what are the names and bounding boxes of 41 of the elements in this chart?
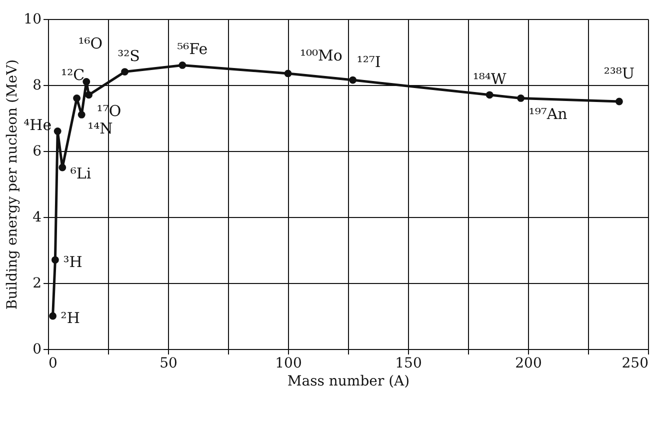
point: [178, 62, 186, 69]
point: [349, 76, 357, 84]
y-tick-label: 8: [32, 78, 42, 94]
annotation: ¹²C: [61, 66, 85, 84]
annotation: ¹²⁷I: [356, 53, 381, 72]
x-tick-label: 150: [395, 356, 422, 372]
point: [85, 91, 93, 99]
annotation: ³²S: [118, 46, 140, 65]
annotation: ¹⁸⁴W: [472, 70, 507, 88]
annotation: ¹⁶O: [78, 34, 103, 53]
point: [486, 91, 494, 99]
y-tick-label: 6: [32, 144, 42, 160]
annotation: ¹⁰⁰Mo: [300, 46, 342, 64]
x-tick-label: 0: [48, 356, 58, 372]
y-tick-label: 4: [32, 210, 42, 226]
y-tick-label: 10: [24, 12, 42, 28]
y-tick-label: 0: [32, 342, 42, 358]
point: [58, 164, 66, 172]
x-tick-label: 200: [515, 356, 542, 372]
point: [54, 128, 62, 135]
point: [49, 312, 57, 320]
x-tick-label: 100: [275, 356, 302, 372]
point: [615, 98, 623, 106]
annotation: ⁵⁶Fe: [177, 40, 208, 58]
y-axis-title: Building energy per nucleon (MeV): [4, 59, 21, 310]
point: [82, 78, 90, 86]
x-tick-label: 250: [622, 356, 648, 372]
annotation: ¹⁹⁷An: [528, 105, 568, 124]
point: [517, 94, 525, 102]
point: [121, 68, 129, 76]
y-tick-label: 2: [32, 276, 42, 292]
point: [78, 111, 86, 118]
x-tick-label: 50: [160, 356, 178, 372]
point: [73, 94, 81, 102]
annotation: ²³⁸U: [604, 64, 635, 82]
annotation: ³H: [63, 252, 82, 271]
annotation: ²H: [60, 309, 80, 327]
x-axis-title: Mass number (A): [287, 374, 410, 390]
point: [51, 256, 59, 264]
annotation: ⁶Li: [70, 164, 92, 182]
point: [284, 70, 292, 78]
